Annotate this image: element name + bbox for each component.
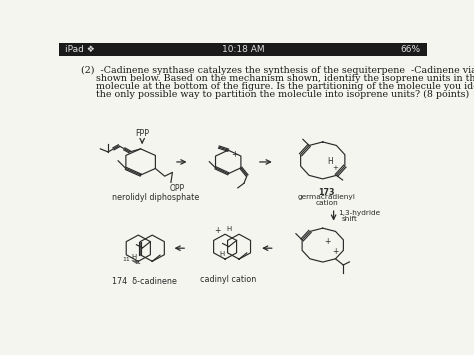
Text: cation: cation <box>315 201 338 207</box>
Text: germacradienyl: germacradienyl <box>298 194 356 200</box>
Text: (2)  -Cadinene synthase catalyzes the synthesis of the sequiterpene  -Cadinene v: (2) -Cadinene synthase catalyzes the syn… <box>81 66 474 75</box>
Text: 174  δ-cadinene: 174 δ-cadinene <box>112 278 177 286</box>
Text: H: H <box>328 158 333 166</box>
Text: H: H <box>131 254 137 260</box>
Text: 1,3-hydride: 1,3-hydride <box>338 210 380 216</box>
Text: shown below. Based on the mechanism shown, identify the isoprene units in the  -: shown below. Based on the mechanism show… <box>81 74 474 83</box>
Text: +: + <box>332 247 338 256</box>
Text: H: H <box>219 251 225 257</box>
Text: 10:18 AM: 10:18 AM <box>222 45 264 54</box>
Text: iPad ❖: iPad ❖ <box>65 45 95 54</box>
Text: +: + <box>214 226 220 235</box>
Text: molecule at the bottom of the figure. Is the partitioning of the molecule you id: molecule at the bottom of the figure. Is… <box>81 82 474 91</box>
Text: FPP: FPP <box>135 129 149 138</box>
Text: the only possible way to partition the molecule into isoprene units? (8 points): the only possible way to partition the m… <box>81 90 469 99</box>
Text: 66%: 66% <box>400 45 420 54</box>
Text: H: H <box>227 226 232 232</box>
Bar <box>59 43 427 56</box>
Text: nerolidyl diphosphate: nerolidyl diphosphate <box>112 193 199 202</box>
Text: OPP: OPP <box>169 184 184 193</box>
Text: +: + <box>324 236 330 246</box>
Text: 11: 11 <box>123 257 130 262</box>
Text: +: + <box>231 150 238 159</box>
Text: cadinyl cation: cadinyl cation <box>201 275 256 284</box>
Text: shift: shift <box>341 216 357 222</box>
Text: +: + <box>332 165 338 171</box>
Text: 173: 173 <box>319 188 335 197</box>
